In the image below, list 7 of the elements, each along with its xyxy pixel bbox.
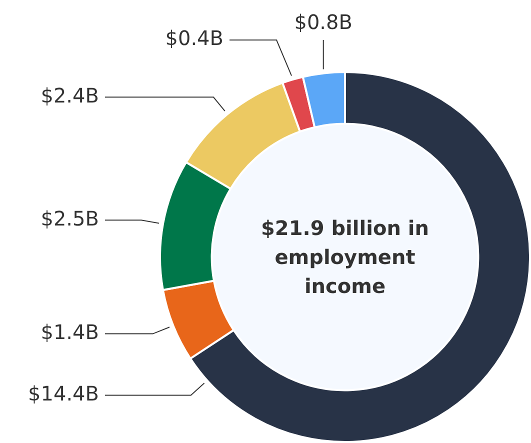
data-label: $0.8B (294, 10, 352, 34)
text: $21.9 billion in employment income (260, 214, 430, 300)
data-label: $0.4B (165, 26, 224, 50)
data-label: $2.5B (40, 206, 99, 230)
data-label: $14.4B (28, 381, 99, 406)
data-label: $2.4B (40, 83, 99, 108)
data-label: $1.4B (40, 320, 99, 344)
